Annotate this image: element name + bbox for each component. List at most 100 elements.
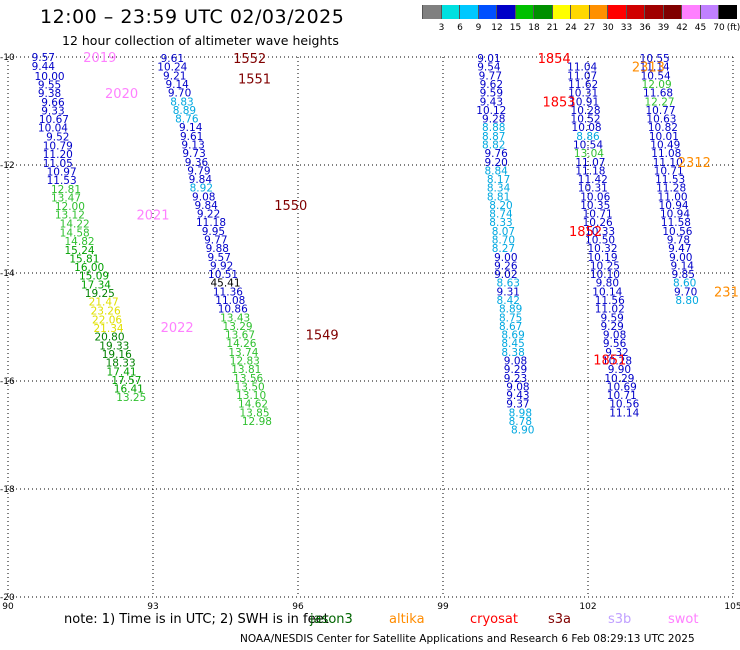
wave-height-value: 9.70 <box>674 286 697 298</box>
wave-height-value: 20.80 <box>94 332 124 344</box>
wave-height-value: 10.54 <box>573 139 603 151</box>
wave-height-value: 8.76 <box>175 114 199 126</box>
wave-height-value: 10.69 <box>607 381 637 393</box>
legend-label: 3 <box>438 23 445 33</box>
pass-number-label: 2020 <box>105 87 138 102</box>
pass-number-label: 2312 <box>678 156 711 171</box>
wave-height-value: 9.13 <box>181 139 204 151</box>
wave-height-value: 10.63 <box>646 114 676 126</box>
pass-number-label: 1853 <box>542 95 575 110</box>
wave-height-value: 11.08 <box>215 295 245 307</box>
wave-height-value: 9.00 <box>669 252 692 264</box>
wave-height-value: 10.32 <box>587 243 617 255</box>
wave-height-value: 9.08 <box>603 330 626 342</box>
wave-height-value: 9.08 <box>504 355 527 367</box>
pass-number-label: 1852 <box>569 225 602 240</box>
wave-height-value: 8.89 <box>173 105 196 117</box>
wave-height-value: 19.16 <box>102 349 132 361</box>
wave-height-value: 10.94 <box>660 209 690 221</box>
wave-height-value: 9.33 <box>41 105 64 117</box>
wave-height-value: 9.79 <box>187 165 210 177</box>
wave-height-value: 8.07 <box>492 226 515 238</box>
footer-credit: NOAA/NESDIS Center for Satellite Applica… <box>240 633 695 645</box>
legend-swatch <box>477 5 496 19</box>
pass-number-label: 1549 <box>306 329 339 344</box>
legend-swatch <box>644 5 663 19</box>
wave-height-value: 9.47 <box>668 243 691 255</box>
wave-height-value: 10.56 <box>662 226 692 238</box>
wave-height-value: 9.01 <box>477 53 500 65</box>
y-tick-label: -12 <box>0 161 15 171</box>
wave-height-value: 15.09 <box>79 271 109 283</box>
legend-label: 12 <box>491 23 503 33</box>
satellite-label-jason3: jason3 <box>310 612 353 627</box>
legend-swatch <box>551 5 570 19</box>
wave-height-value: 8.17 <box>487 174 510 186</box>
wave-height-value: 10.71 <box>654 165 684 177</box>
wave-height-value: 10.97 <box>47 166 77 178</box>
wave-height-value: 10.77 <box>645 105 675 117</box>
wave-height-value: 13.85 <box>239 407 269 419</box>
legend-label: 70 <box>713 23 725 33</box>
pass-number-label: 2311 <box>714 285 740 300</box>
legend-swatch <box>699 5 718 19</box>
wave-height-value: 10.86 <box>218 304 248 316</box>
wave-height-value: 11.00 <box>658 191 688 203</box>
wave-height-value: 21.34 <box>94 323 124 335</box>
wave-height-value: 9.36 <box>185 157 209 169</box>
wave-height-value: 9.23 <box>504 373 527 385</box>
wave-height-value: 9.85 <box>672 269 695 281</box>
y-tick-label: -18 <box>0 485 15 495</box>
wave-height-value: 21.47 <box>89 297 119 309</box>
wave-height-value: 11.18 <box>575 165 605 177</box>
wave-height-value: 11.53 <box>655 174 685 186</box>
wave-height-value: 12.00 <box>55 201 85 213</box>
footer-note: note: 1) Time is in UTC; 2) SWH is in fe… <box>64 612 329 627</box>
wave-height-value: 19.25 <box>85 288 115 300</box>
wave-height-value: 9.29 <box>504 364 527 376</box>
wave-height-value: 15.81 <box>69 253 99 265</box>
wave-height-value: 11.02 <box>595 304 625 316</box>
wave-height-value: 8.78 <box>509 416 532 428</box>
wave-height-value: 45.41 <box>210 278 240 290</box>
legend-swatch <box>514 5 533 19</box>
wave-height-value: 13.25 <box>116 392 146 404</box>
wave-height-value: 9.14 <box>671 260 695 272</box>
legend-swatch <box>681 5 700 19</box>
wave-height-value: 9.62 <box>480 79 503 91</box>
wave-height-value: 13.67 <box>225 330 255 342</box>
wave-height-value: 17.41 <box>107 366 137 378</box>
wave-height-value: 9.77 <box>204 235 227 247</box>
wave-height-value: 17.34 <box>81 279 111 291</box>
legend-label: 36 <box>639 23 651 33</box>
wave-height-value: 8.98 <box>509 407 532 419</box>
legend-label: 33 <box>620 23 633 33</box>
wave-height-value: 11.36 <box>213 286 243 298</box>
wave-height-value: 8.20 <box>489 200 512 212</box>
legend-unit: (ft) <box>726 23 740 33</box>
wave-height-value: 23.26 <box>91 305 121 317</box>
legend-swatch <box>496 5 515 19</box>
wave-height-value: 10.56 <box>609 399 639 411</box>
wave-height-value: 10.51 <box>208 269 238 281</box>
wave-height-value: 10.82 <box>648 122 678 134</box>
wave-height-value: 10.49 <box>650 139 680 151</box>
y-tick-label: -20 <box>0 593 15 603</box>
wave-height-value: 9.73 <box>182 148 205 160</box>
x-tick-label: 96 <box>292 602 304 612</box>
wave-height-value: 12.98 <box>242 416 272 428</box>
wave-height-value: 9.80 <box>596 278 619 290</box>
wave-height-value: 16.41 <box>114 384 144 396</box>
wave-height-value: 13.29 <box>223 321 253 333</box>
x-tick-label: 93 <box>147 602 158 612</box>
wave-height-value: 9.56 <box>603 338 627 350</box>
legend-label: 9 <box>475 23 482 33</box>
wave-height-value: 8.75 <box>499 312 522 324</box>
wave-height-value: 10.12 <box>476 105 506 117</box>
satellite-label-swot: swot <box>668 612 699 627</box>
wave-height-value: 10.52 <box>571 114 601 126</box>
wave-height-value: 10.25 <box>590 260 620 272</box>
wave-height-value: 13.10 <box>236 390 266 402</box>
y-tick-label: -16 <box>0 377 15 387</box>
wave-height-value: 9.54 <box>477 62 501 74</box>
